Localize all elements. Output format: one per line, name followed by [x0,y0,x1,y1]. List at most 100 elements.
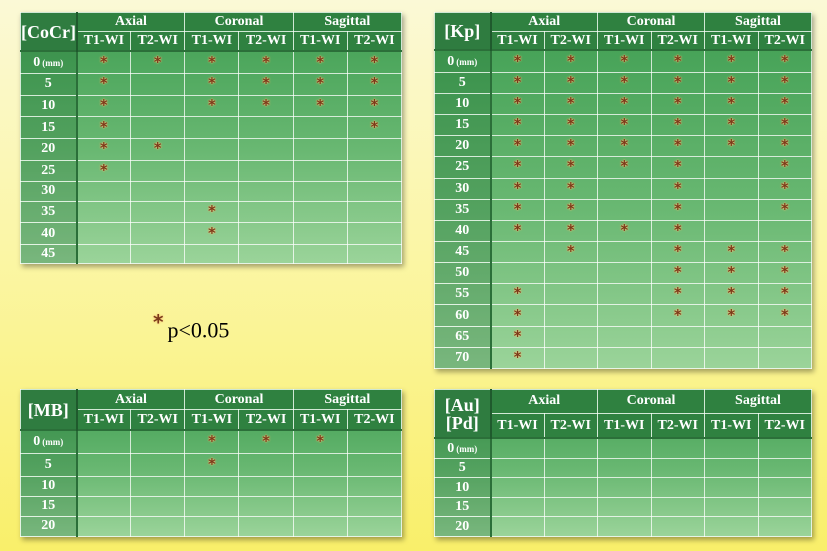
table-cell [130,94,186,118]
significance-star-icon: * [370,52,379,71]
sequence-header: T1-WI [704,412,759,439]
table-cell [650,516,705,537]
table-cell [757,437,812,459]
significance-star-icon: * [153,139,162,158]
table-title-text: [Kp] [444,21,481,42]
significance-star-icon: * [780,199,789,218]
table-cell [346,243,403,265]
table-cell: * [597,114,652,137]
table-cell [757,219,812,242]
table-cell: * [704,114,759,137]
sequence-header: T1-WI [490,412,545,439]
table-cell [292,181,348,202]
table-cell [292,495,348,517]
table-header-groups: [Au] [Pd] Axial Coronal Sagittal [434,389,812,439]
table-cell: * [75,138,132,161]
table-cell [130,453,186,477]
row-distance-label: 5 [434,457,492,479]
table-title: [Au] [Pd] [434,389,492,439]
sequence-header: T1-WI [75,31,132,52]
significance-star-icon: * [513,51,522,70]
table-cell: * [75,159,132,183]
significance-star-icon: * [99,52,108,71]
table-row: 25 * * * * * [434,156,812,179]
significance-star-icon: * [780,305,789,324]
table-cell [346,181,403,202]
row-distance-label: 40 [20,222,78,245]
table-cell: * [292,429,348,455]
table-cell [346,453,403,477]
significance-star-icon: * [620,72,629,91]
sequence-header: T2-WI [238,409,294,431]
table-cell [704,177,759,200]
table-cell [130,116,186,140]
table-cell [75,243,132,265]
table-cell [543,477,598,498]
table-header-sequences: T1-WI T2-WI T1-WI T2-WI T1-WI T2-WI [434,30,812,51]
cocr-table-panel: [CoCr] Axial Coronal Sagittal T1-WI T2-WI T1-W… [20,11,403,265]
table-cell: * [75,50,132,75]
table-cell [130,159,186,183]
table-cell: * [704,240,759,264]
table-cell [757,516,812,537]
table-row: 70 * [434,346,812,370]
table-cell [704,156,759,179]
table-cell [75,200,132,224]
significance-star-icon: * [673,305,682,324]
table-cell [704,496,759,518]
sequence-header: T1-WI [704,30,759,51]
table-cell [130,243,186,265]
table-row: 0 (mm) * * * * * * [434,49,812,73]
row-distance-label: 15 [434,496,492,518]
table-row: 15 * * [20,116,403,140]
row-distance-label: 15 [20,116,78,140]
table-cell [75,181,132,202]
significance-star-icon: * [513,220,522,239]
kp-table: [Kp] Axial Coronal Sagittal T1-WI T2-WI T1-WI T… [434,12,812,370]
row-distance-label: 0 (mm) [434,49,492,73]
row-distance-label: 20 [20,515,78,538]
significance-legend: * p<0.05 [153,310,229,343]
table-cell [490,437,545,459]
table-cell: * [597,219,652,242]
significance-star-icon: * [780,72,789,91]
table-row: 30 * * * * [434,177,812,200]
table-cell [597,240,652,264]
cocr-table: [CoCr] Axial Coronal Sagittal T1-WI T2-WI T1-W… [20,11,403,265]
table-cell [292,243,348,265]
significance-star-icon: * [780,51,789,70]
distance-value: 0 [447,440,455,456]
table-title-line1: [Au] [444,394,480,415]
table-cell: * [490,92,545,116]
significance-star-icon: * [620,157,629,176]
table-cell [346,495,403,517]
distance-value: 70 [455,349,470,365]
table-cell [184,138,240,161]
table-cell [650,496,705,518]
table-cell: * [543,49,598,73]
table-header-sequences: T1-WI T2-WI T1-WI T2-WI T1-WI T2-WI [434,412,812,439]
table-cell: * [543,156,598,179]
row-distance-label: 0 (mm) [20,429,78,455]
table-cell [75,453,132,477]
table-row: 20 [434,516,812,537]
table-cell: * [238,429,294,455]
significance-star-icon: * [99,96,108,115]
table-cell [597,496,652,518]
table-cell [597,283,652,306]
distance-value: 10 [41,478,56,494]
table-cell: * [543,198,598,221]
group-header-coronal: Coronal [597,389,705,414]
significance-star-icon: * [513,72,522,91]
table-cell: * [704,71,759,94]
table-row: 5 * * * * * [20,73,403,96]
table-row: 40 * * * * [434,219,812,242]
distance-value: 20 [41,518,56,534]
table-cell: * [597,49,652,73]
significance-star-icon: * [513,199,522,218]
table-cell [238,453,294,477]
table-cell [292,453,348,477]
table-cell [292,475,348,497]
table-cell [130,475,186,497]
row-distance-label: 30 [434,177,492,200]
